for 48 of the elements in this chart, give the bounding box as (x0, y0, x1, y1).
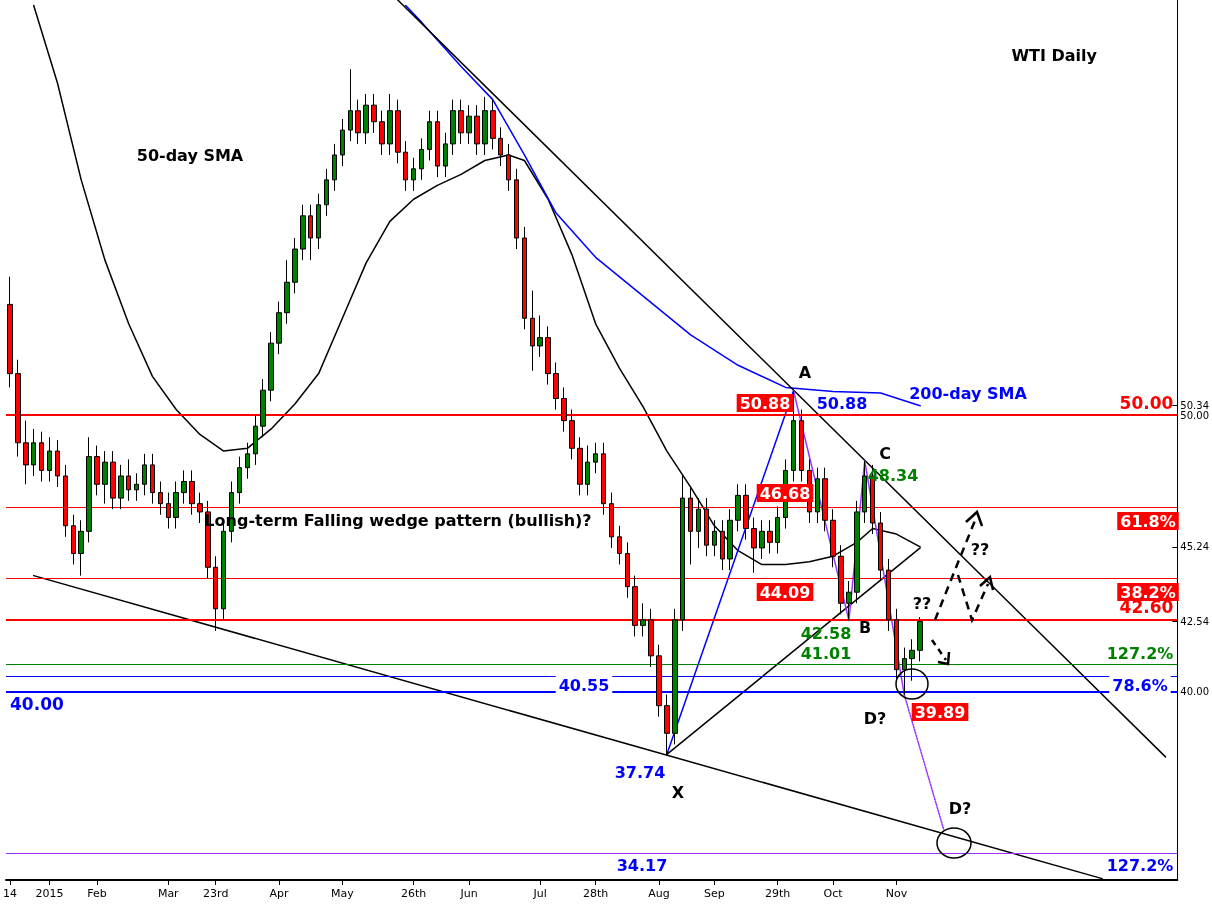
x-tick-label: May (331, 887, 355, 900)
ref-line-label: 40.00 (10, 694, 64, 715)
x-tick-label: 28th (583, 887, 609, 900)
y-tick-label: 45.24 (1180, 541, 1210, 553)
x-tick-label: 14 (2, 887, 17, 900)
annotation: 37.74 (614, 762, 666, 782)
annotation: A (798, 362, 812, 382)
x-tick-label: 2015 (35, 887, 64, 900)
annotation: 39.89 (914, 702, 966, 722)
y-tick-label: 40.00 (1180, 686, 1210, 698)
x-tick-label: Jul (532, 887, 547, 900)
annotation: 46.68 (759, 483, 811, 503)
x-tick-label: 29th (765, 887, 791, 900)
x-tick-label: Sep (704, 887, 725, 900)
x-tick-label: Mar (157, 887, 180, 900)
annotation: 78.6% (1112, 675, 1168, 695)
text: WTI Daily (1011, 45, 1098, 65)
annotation: 50.88 (739, 393, 791, 413)
annotation: 41.01 (800, 643, 852, 663)
annotation: 50-day SMA (136, 145, 244, 165)
y-tick-label: 50.00 (1180, 409, 1210, 421)
annotation: 34.17 (616, 855, 668, 875)
y-tick-label: 50.34 (1180, 400, 1210, 412)
annotation: C (879, 443, 891, 463)
annotation: ?? (912, 593, 932, 613)
annotation: 40.55 (558, 675, 610, 695)
annotation: 38.2% (1120, 582, 1176, 602)
annotation: 127.2% (1106, 643, 1174, 663)
x-tick-label: Apr (269, 887, 290, 900)
annotation: 200-day SMA (909, 383, 1028, 403)
annotation: 44.09 (759, 582, 811, 602)
annotation: D? (863, 708, 887, 728)
x-tick-label: Aug (648, 887, 670, 900)
annotation: 127.2% (1106, 855, 1174, 875)
annotation: B (858, 617, 872, 637)
x-tick-label: Nov (885, 887, 908, 900)
annotation: 50.88 (816, 393, 868, 413)
x-tick-label: 26th (400, 887, 427, 900)
x-tick-label: Feb (87, 887, 107, 900)
x-tick-label: Oct (823, 887, 844, 900)
annotation: ?? (970, 539, 990, 559)
ref-line-label: 50.00 (1119, 392, 1174, 413)
annotation: X (671, 782, 685, 802)
y-tick-label: 42.54 (1180, 616, 1210, 628)
annotation: D? (948, 798, 972, 818)
x-tick-label: 23rd (203, 887, 229, 900)
x-tick-label: Jun (459, 887, 478, 900)
annotation: 61.8% (1120, 511, 1176, 531)
